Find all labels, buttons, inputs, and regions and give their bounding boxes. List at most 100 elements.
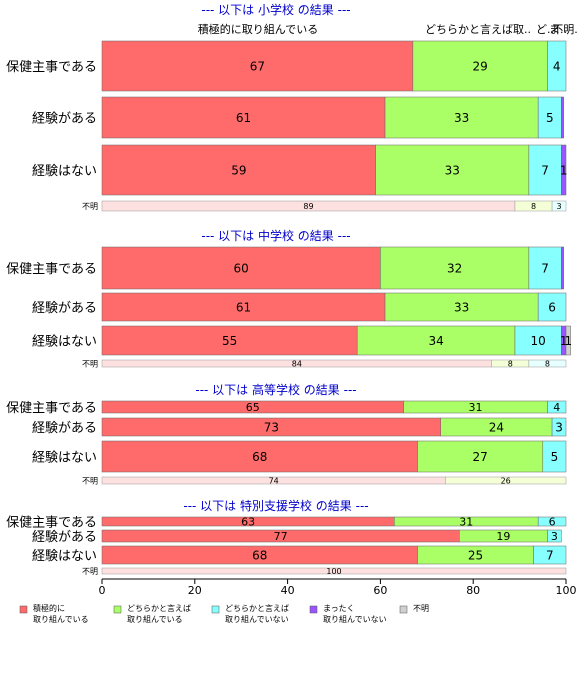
top-category-label: ま.. (549, 23, 567, 36)
data-label: 29 (473, 60, 488, 74)
data-label: 74 (269, 477, 279, 486)
data-label: 3 (556, 202, 561, 211)
data-label: 31 (459, 516, 473, 529)
data-label: 33 (454, 111, 469, 125)
data-label: 33 (454, 301, 469, 315)
legend-swatch (113, 605, 122, 614)
data-label: 7 (546, 549, 554, 563)
row-label: 経験がある (32, 301, 97, 316)
data-label: 1 (560, 334, 568, 348)
legend-label: まったく (323, 604, 355, 613)
x-tick-label: 40 (281, 584, 295, 597)
bar-segment (101, 292, 386, 322)
legend-label: 取り組んでいる (127, 614, 183, 624)
data-label: 1 (560, 164, 568, 178)
row-label: 保健主事である (6, 516, 97, 531)
legend-label: 不明 (413, 604, 429, 613)
legend-swatch (399, 605, 408, 614)
data-label: 60 (234, 262, 249, 276)
data-label: 32 (447, 262, 462, 276)
legend-label: 取り組んでいない (225, 614, 289, 624)
legend-label: どちらかと言えば (225, 603, 289, 613)
bar-segment (384, 292, 539, 322)
data-label: 33 (445, 164, 460, 178)
bar-segment (561, 246, 564, 290)
row-label: 経験がある (32, 530, 97, 545)
top-category-label: 不明. (552, 23, 578, 36)
data-label: 25 (468, 549, 483, 563)
data-label: 8 (545, 360, 550, 369)
row-label: 経験がある (32, 421, 97, 436)
x-tick-label: 80 (466, 584, 480, 597)
row-label: 不明 (82, 202, 98, 211)
data-label: 68 (252, 450, 267, 464)
x-tick-label: 60 (373, 584, 387, 597)
legend-label: 取り組んでいる (33, 614, 89, 624)
data-label: 100 (326, 567, 341, 576)
section-title: --- 以下は 小学校 の結果 --- (201, 2, 350, 17)
bar-segment (101, 96, 386, 139)
bar-segment (551, 417, 567, 437)
bar-segment (514, 325, 562, 356)
data-label: 67 (250, 60, 265, 74)
bar-segment (528, 246, 562, 290)
data-label: 6 (548, 301, 556, 315)
legend-label: どちらかと言えば (127, 603, 191, 613)
x-tick-label: 20 (188, 584, 202, 597)
row-label: 経験はない (32, 451, 97, 466)
bar-segment (417, 440, 544, 473)
bar-segment (547, 529, 562, 543)
row-label: 保健主事である (6, 401, 97, 416)
bar-segment (537, 516, 567, 527)
data-label: 26 (501, 477, 511, 486)
bar-segment (101, 246, 381, 290)
data-label: 4 (553, 401, 560, 414)
bar-segment (101, 440, 418, 473)
bar-segment (445, 476, 567, 485)
data-label: 5 (546, 111, 554, 125)
data-label: 27 (473, 450, 488, 464)
section-title: --- 以下は 中学校 の結果 --- (201, 228, 350, 243)
top-category-label: ど.. (536, 23, 554, 36)
row-label: 保健主事である (6, 262, 97, 277)
data-label: 31 (469, 401, 483, 414)
bar-segment (101, 567, 567, 575)
x-tick-label: 0 (99, 584, 106, 597)
data-label: 89 (303, 202, 313, 211)
top-category-label: どちらかと言えば取.. (425, 23, 531, 36)
row-label: 不明 (82, 567, 98, 576)
bar-segment (537, 292, 567, 322)
data-label: 8 (508, 360, 513, 369)
bar-segment (380, 246, 530, 290)
data-label: 61 (236, 301, 251, 315)
bar-segment (542, 440, 567, 473)
data-label: 7 (541, 262, 549, 276)
bar-segment (547, 400, 567, 414)
data-label: 68 (252, 549, 267, 563)
data-label: 84 (292, 360, 302, 369)
data-label: 63 (241, 516, 255, 529)
data-label: 4 (553, 60, 561, 74)
row-label: 経験はない (32, 164, 97, 179)
data-label: 55 (222, 334, 237, 348)
data-label: 19 (496, 530, 510, 543)
data-label: 8 (531, 202, 536, 211)
legend-label: 積極的に (33, 603, 65, 613)
bar-segment (561, 96, 564, 139)
bar-segment (101, 325, 358, 356)
bar-segment (551, 200, 567, 212)
data-label: 73 (264, 421, 279, 435)
data-label: 3 (551, 530, 558, 543)
row-label: 保健主事である (6, 60, 97, 75)
row-label: 経験がある (32, 112, 97, 127)
row-label: 経験はない (32, 335, 97, 350)
data-label: 10 (531, 334, 546, 348)
bar-segment (528, 359, 567, 368)
row-label: 不明 (82, 477, 98, 486)
x-tick-label: 100 (556, 584, 577, 597)
top-category-label: 積極的に取り組んでいる (198, 22, 318, 36)
data-label: 24 (489, 421, 504, 435)
data-label: 7 (541, 164, 549, 178)
data-label: 61 (236, 111, 251, 125)
